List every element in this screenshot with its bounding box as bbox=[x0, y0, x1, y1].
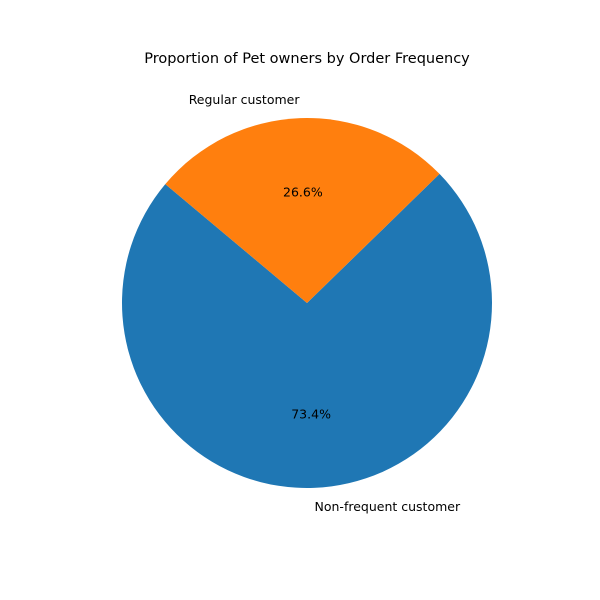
pie-slices bbox=[122, 117, 493, 489]
pie-slice-non-frequent-customer bbox=[122, 173, 493, 489]
pie-slice-regular-customer bbox=[165, 117, 440, 303]
chart-title: Proportion of Pet owners by Order Freque… bbox=[144, 51, 470, 67]
slice-label-regular-customer: Regular customer bbox=[189, 92, 301, 107]
pct-label-regular-customer: 26.6% bbox=[283, 185, 323, 200]
slice-label-non-frequent-customer: Non-frequent customer bbox=[315, 499, 461, 514]
pct-label-non-frequent-customer: 73.4% bbox=[291, 406, 331, 421]
pie-labels: Non-frequent customer 73.4% Regular custom… bbox=[189, 92, 461, 514]
